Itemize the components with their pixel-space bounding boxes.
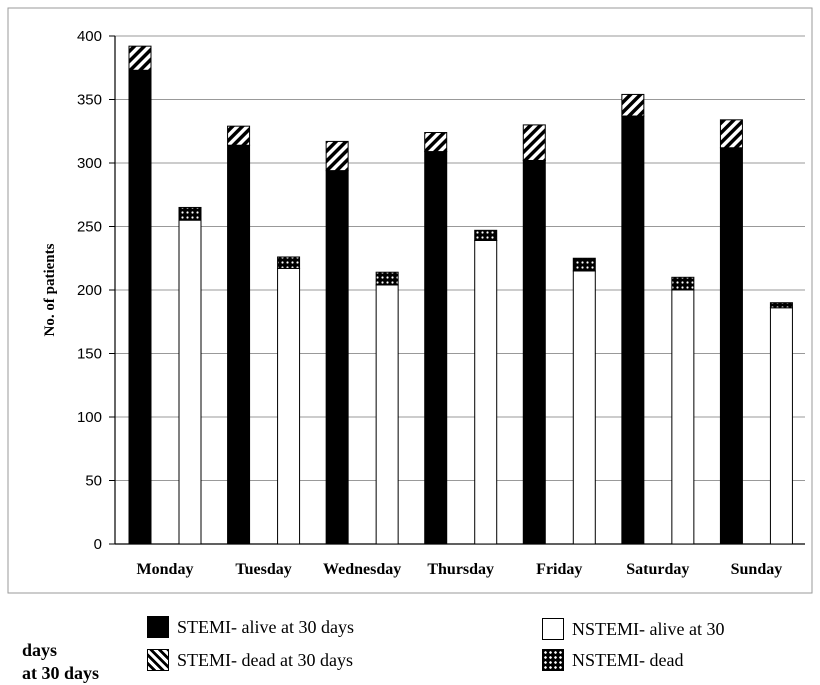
legend-swatch-stemi-alive [147, 616, 169, 638]
x-tick-label: Monday [137, 561, 194, 578]
bar-nstemi-alive [572, 270, 596, 545]
x-tick-label: Sunday [731, 561, 783, 578]
bar-stemi-alive [621, 115, 645, 545]
y-tick-label: 400 [77, 28, 102, 45]
bar-nstemi-alive [474, 239, 498, 545]
bar-stemi-alive [719, 147, 743, 545]
y-axis-label: No. of patients [42, 243, 58, 336]
legend-swatch-stemi-dead [147, 649, 169, 671]
bar-nstemi-dead [277, 256, 301, 269]
legend-label-stemi-dead: STEMI- dead at 30 days [177, 649, 353, 670]
bar-nstemi-alive [178, 219, 202, 545]
x-tick-label: Friday [536, 561, 582, 578]
bar-nstemi-dead [671, 276, 695, 291]
bar-stemi-dead [522, 124, 546, 161]
x-tick-label: Wednesday [323, 561, 401, 578]
bar-nstemi-dead [375, 271, 399, 286]
bar-nstemi-dead [572, 257, 596, 272]
legend-item-stemi-dead: STEMI- dead at 30 days [147, 649, 353, 671]
bar-stemi-alive [522, 159, 546, 545]
y-tick-label: 0 [94, 536, 102, 553]
x-tick-label: Tuesday [235, 561, 291, 578]
legend-item-nstemi-alive: NSTEMI- alive at 30 [542, 618, 724, 640]
bar-stemi-alive [128, 69, 152, 545]
bar-stemi-dead [325, 140, 349, 172]
bar-nstemi-dead [178, 206, 202, 221]
legend-extra-days: days [22, 640, 58, 660]
legend-label-nstemi-alive: NSTEMI- alive at 30 [572, 618, 725, 639]
bar-stemi-alive [424, 151, 448, 545]
bar-nstemi-alive [375, 284, 399, 545]
bar-nstemi-dead [769, 302, 793, 309]
legend-swatch-nstemi-dead [542, 649, 564, 671]
bar-stemi-alive [325, 170, 349, 545]
bar-stemi-alive [227, 144, 251, 545]
bar-nstemi-dead [474, 229, 498, 241]
legend-swatch-nstemi-alive [542, 618, 564, 640]
y-tick-label: 200 [77, 282, 102, 299]
x-tick-label: Thursday [427, 561, 494, 578]
y-tick-label: 100 [77, 409, 102, 426]
legend-extra-at-30-days: at 30 days [22, 663, 100, 683]
legend-item-stemi-alive: STEMI- alive at 30 days [147, 616, 354, 638]
y-tick-label: 150 [77, 346, 102, 363]
legend-item-nstemi-dead: NSTEMI- dead [542, 649, 683, 671]
x-tick-label: Saturday [626, 561, 689, 578]
bar-stemi-dead [128, 45, 152, 71]
legend-label-nstemi-dead: NSTEMI- dead [572, 649, 684, 670]
y-tick-label: 300 [77, 155, 102, 172]
y-tick-label: 50 [85, 473, 102, 490]
legend-label-stemi-alive: STEMI- alive at 30 days [177, 616, 354, 637]
bar-nstemi-alive [671, 289, 695, 545]
bar-stemi-dead [227, 125, 251, 146]
y-tick-label: 350 [77, 92, 102, 109]
bar-nstemi-alive [277, 267, 301, 545]
y-tick-label: 250 [77, 219, 102, 236]
bar-nstemi-alive [769, 307, 793, 545]
bar-stemi-dead [424, 132, 448, 153]
bar-stemi-dead [719, 119, 743, 149]
bar-stemi-dead [621, 93, 645, 117]
